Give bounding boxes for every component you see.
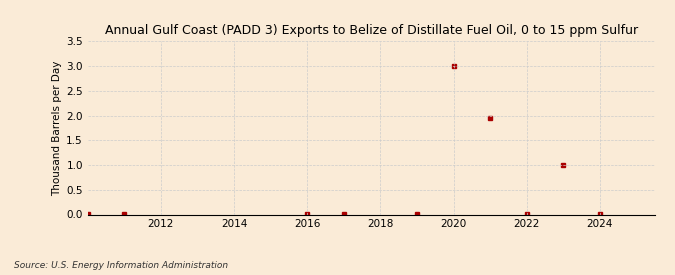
Text: Source: U.S. Energy Information Administration: Source: U.S. Energy Information Administ… (14, 260, 227, 270)
Title: Annual Gulf Coast (PADD 3) Exports to Belize of Distillate Fuel Oil, 0 to 15 ppm: Annual Gulf Coast (PADD 3) Exports to Be… (105, 24, 638, 37)
Y-axis label: Thousand Barrels per Day: Thousand Barrels per Day (52, 60, 62, 196)
